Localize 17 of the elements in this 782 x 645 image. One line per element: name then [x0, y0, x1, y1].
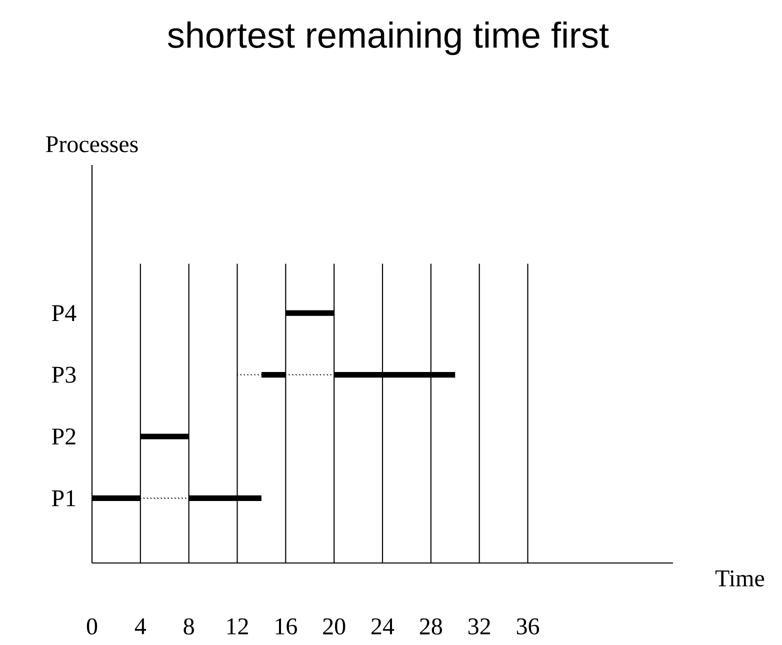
y-axis-title: Processes: [46, 136, 138, 152]
x-tick-label: 20: [323, 618, 346, 635]
x-tick-label: 0: [86, 618, 98, 635]
x-tick-label: 12: [227, 618, 248, 634]
y-tick-label: P3: [52, 366, 76, 383]
x-tick-label: 4: [134, 618, 146, 634]
x-tick-label: 16: [276, 618, 297, 634]
x-tick-label: 28: [420, 618, 442, 635]
x-tick-label: 32: [468, 618, 490, 634]
x-axis-title: Time: [715, 570, 764, 586]
y-tick-label: P1: [52, 490, 76, 506]
x-tick-label: 8: [184, 618, 194, 635]
x-tick-label: 36: [516, 618, 540, 634]
y-tick-label: P4: [52, 305, 76, 321]
y-tick-label: P2: [52, 428, 76, 444]
x-tick-label: 24: [372, 618, 394, 634]
chart-title: shortest remaining time first: [168, 22, 609, 56]
